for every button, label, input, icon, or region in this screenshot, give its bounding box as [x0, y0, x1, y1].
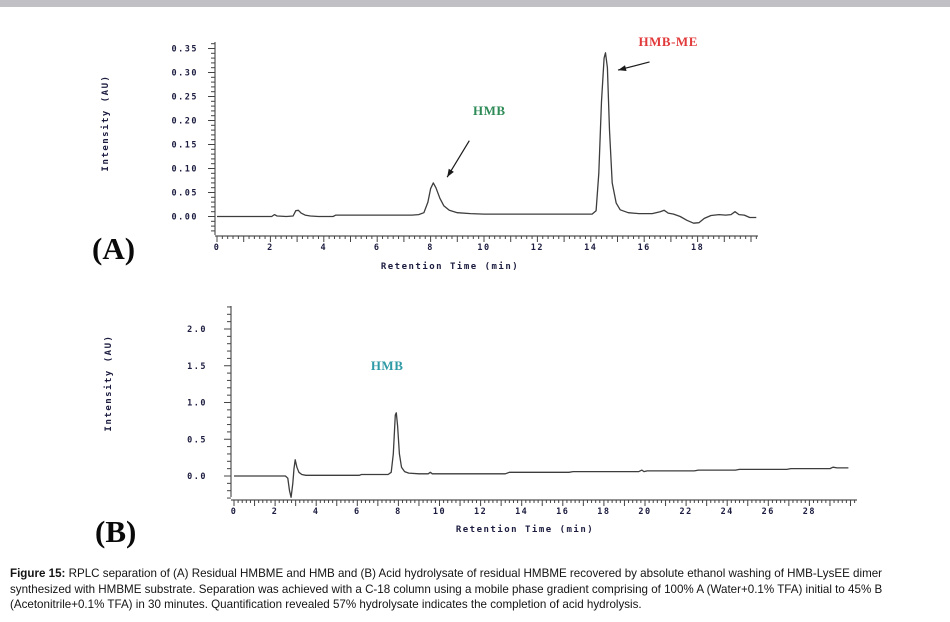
top-bar	[0, 0, 950, 7]
y-tick-label: 0.15	[172, 141, 198, 151]
x-tick-label: 26	[762, 507, 775, 517]
x-tick-label: 6	[374, 243, 381, 253]
y-tick-label: 0.0	[187, 472, 207, 482]
x-tick-label: 18	[691, 243, 704, 253]
x-tick-label: 12	[531, 243, 544, 253]
x-tick-label: 22	[679, 507, 692, 517]
x-tick-label: 14	[584, 243, 597, 253]
peak-label-hmb-b: HMB	[370, 357, 404, 373]
y-axis-title-b: Intensity (AU)	[104, 334, 114, 432]
y-tick-label: 1.0	[187, 399, 207, 409]
y-tick-label: 1.5	[187, 362, 207, 372]
chromatogram-trace-b	[234, 412, 849, 498]
x-tick-label: 4	[320, 243, 327, 253]
x-axis-title-a: Retention Time (min)	[380, 262, 520, 272]
y-tick-label: 0.5	[187, 435, 207, 445]
x-tick-label: 20	[638, 507, 651, 517]
y-tick-label: 0.10	[172, 165, 198, 175]
x-axis-title-b: Retention Time (min)	[455, 525, 595, 535]
panel-label-a: (A)	[92, 231, 136, 266]
annotation-arrow-head	[618, 65, 627, 71]
x-tick-label: 2	[272, 507, 279, 517]
chromatogram-trace-a	[217, 52, 757, 224]
x-tick-label: 6	[354, 507, 361, 517]
x-tick-label: 0	[214, 243, 221, 253]
panel-label-b: (B)	[95, 514, 137, 549]
x-tick-label: 24	[721, 507, 734, 517]
x-tick-label: 16	[638, 243, 651, 253]
x-tick-label: 2	[267, 243, 274, 253]
y-tick-label: 2.0	[187, 325, 207, 335]
y-tick-label: 0.25	[172, 93, 198, 103]
x-tick-label: 16	[556, 507, 569, 517]
figure-caption-label: Figure 15:	[10, 567, 66, 580]
peak-label-hmbme-a: HMB-ME	[638, 34, 698, 50]
x-tick-label: 28	[803, 507, 816, 517]
x-tick-label: 18	[597, 507, 610, 517]
peak-label-hmb-a: HMB	[473, 103, 506, 119]
x-tick-label: 10	[433, 507, 446, 517]
x-tick-label: 12	[474, 507, 487, 517]
y-tick-label: 0.20	[172, 117, 198, 127]
y-axis-title-a: Intensity (AU)	[101, 74, 111, 172]
annotation-arrow-head	[447, 168, 454, 178]
y-tick-label: 0.30	[172, 69, 198, 79]
y-tick-label: 0.00	[172, 213, 198, 223]
figure-caption: Figure 15: RPLC separation of (A) Residu…	[10, 566, 942, 613]
y-tick-label: 0.35	[172, 45, 198, 55]
x-tick-label: 0	[231, 507, 238, 517]
x-tick-label: 10	[477, 243, 490, 253]
figure-caption-text: RPLC separation of (A) Residual HMBME an…	[10, 567, 883, 612]
x-tick-label: 8	[427, 243, 434, 253]
y-tick-label: 0.05	[172, 189, 198, 199]
x-tick-label: 4	[313, 507, 320, 517]
x-tick-label: 8	[395, 507, 402, 517]
x-tick-label: 14	[515, 507, 528, 517]
